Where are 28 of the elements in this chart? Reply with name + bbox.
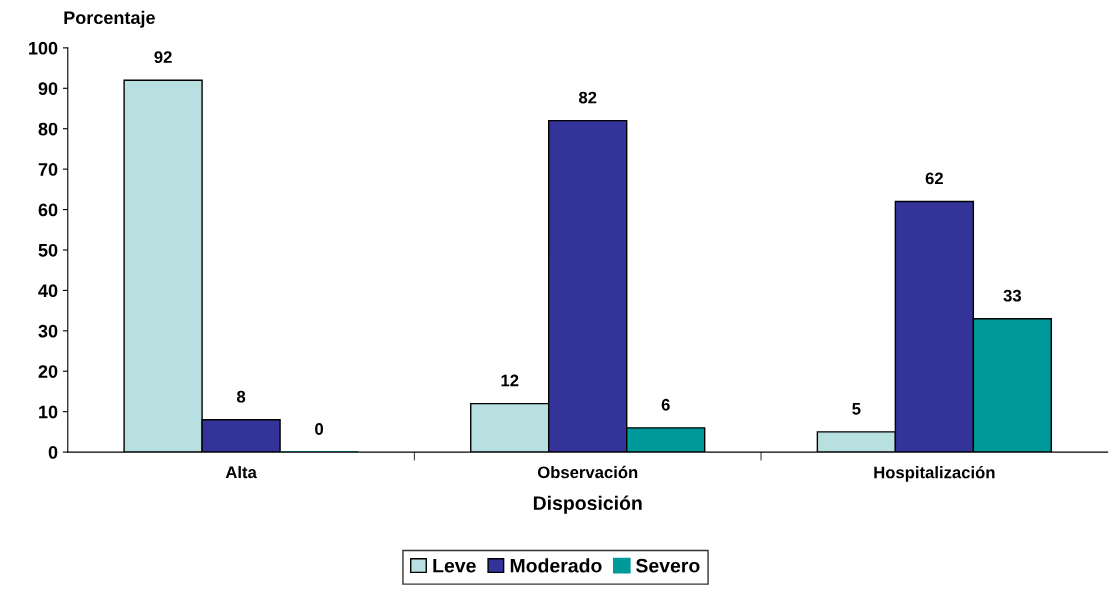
legend-label: Leve (433, 558, 476, 573)
y-tick-label: 0 (48, 446, 58, 459)
y-axis-title: Porcentaje (64, 10, 155, 28)
data-label: 12 (501, 374, 519, 387)
data-label: 33 (1003, 289, 1022, 302)
data-label: 8 (236, 390, 246, 403)
y-tick-label: 90 (38, 82, 58, 96)
y-tick-label: 70 (38, 163, 58, 176)
legend-label: Severo (635, 558, 700, 573)
y-tick-label: 60 (38, 203, 58, 217)
y-tick-label: 10 (39, 405, 58, 419)
y-tick-label: 100 (29, 41, 58, 55)
x-tick-label: Observación (537, 465, 638, 479)
y-tick-label: 80 (38, 122, 58, 136)
data-label: 6 (661, 398, 670, 411)
data-label: 0 (315, 423, 324, 435)
legend-label: Moderado (510, 558, 602, 573)
y-tick-label: 50 (38, 243, 58, 257)
data-label: 82 (578, 91, 597, 104)
x-tick-label: Hospitalización (874, 465, 995, 482)
x-axis-title: Disposición (533, 495, 642, 514)
y-tick-label: 20 (38, 365, 58, 378)
data-label: 92 (154, 51, 172, 64)
data-label: 62 (925, 172, 943, 185)
y-tick-label: 40 (38, 284, 58, 298)
y-tick-label: 30 (38, 324, 58, 338)
data-label: 5 (852, 403, 861, 415)
x-tick-label: Alta (225, 465, 257, 479)
